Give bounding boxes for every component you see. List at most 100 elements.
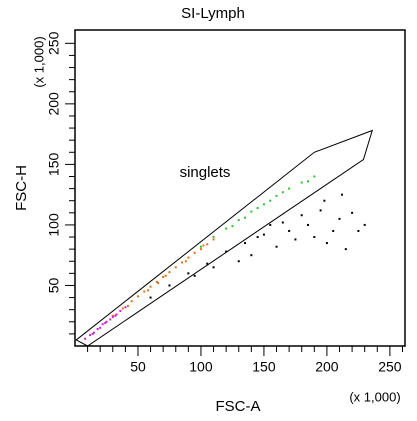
point xyxy=(231,225,234,228)
point xyxy=(199,248,202,251)
point xyxy=(250,254,253,257)
point xyxy=(149,296,152,299)
x-axis-unit: (x 1,000) xyxy=(349,389,400,404)
point-series xyxy=(111,238,215,317)
point xyxy=(225,250,228,253)
point xyxy=(155,280,158,283)
point xyxy=(143,290,146,293)
point xyxy=(281,191,284,194)
point xyxy=(119,309,122,312)
point xyxy=(288,229,291,232)
point xyxy=(212,236,215,239)
point xyxy=(157,282,160,285)
gate xyxy=(75,129,374,347)
point xyxy=(275,194,278,197)
point xyxy=(168,284,171,287)
point xyxy=(250,210,253,213)
point xyxy=(269,199,272,202)
point xyxy=(202,244,205,247)
point xyxy=(124,306,127,309)
point xyxy=(256,206,259,209)
x-tick-label: 150 xyxy=(252,359,276,375)
point xyxy=(114,314,117,317)
chart-title: SI-Lymph xyxy=(181,5,245,22)
point xyxy=(262,203,265,206)
point xyxy=(212,238,215,241)
point xyxy=(351,211,354,214)
point xyxy=(101,323,104,326)
y-tick-label: 150 xyxy=(46,152,62,176)
point xyxy=(92,331,95,334)
x-tick-label: 100 xyxy=(189,359,213,375)
gate-label: singlets xyxy=(180,164,231,181)
point xyxy=(193,274,196,277)
point xyxy=(313,236,316,239)
point xyxy=(323,199,326,202)
point xyxy=(130,300,133,303)
point xyxy=(212,266,215,269)
point xyxy=(162,275,165,278)
x-tick-label: 50 xyxy=(130,359,146,375)
y-tick-label: 200 xyxy=(46,92,62,116)
point xyxy=(91,332,94,335)
point xyxy=(294,238,297,241)
y-axis-unit: (x 1,000) xyxy=(31,36,46,87)
point xyxy=(105,320,108,323)
point xyxy=(199,245,202,248)
point xyxy=(99,326,102,329)
point xyxy=(104,321,107,324)
point xyxy=(206,262,209,265)
y-tick-label: 100 xyxy=(46,213,62,237)
point xyxy=(126,305,129,308)
point xyxy=(168,271,171,274)
x-tick-label: 250 xyxy=(378,359,402,375)
y-tick-label: 250 xyxy=(46,31,62,55)
point xyxy=(307,223,310,226)
point xyxy=(121,307,124,310)
point-series xyxy=(199,175,316,248)
point xyxy=(341,193,344,196)
point-series xyxy=(84,306,127,340)
point xyxy=(181,261,184,264)
y-axis-label: FSC-H xyxy=(13,165,30,211)
point xyxy=(325,242,328,245)
point xyxy=(288,187,291,190)
point xyxy=(187,272,190,275)
point xyxy=(193,251,196,254)
point xyxy=(338,217,341,220)
point xyxy=(111,314,114,317)
point xyxy=(84,337,87,340)
point xyxy=(96,328,99,331)
point xyxy=(111,315,114,318)
point-series xyxy=(149,193,366,299)
point xyxy=(256,236,259,239)
point xyxy=(300,214,303,217)
point xyxy=(237,219,240,222)
point xyxy=(244,242,247,245)
point xyxy=(307,180,310,183)
point xyxy=(89,334,92,337)
point xyxy=(244,216,247,219)
point xyxy=(187,256,190,259)
point xyxy=(174,266,177,269)
point xyxy=(149,285,152,288)
plot-frame xyxy=(74,29,406,347)
x-tick-label: 200 xyxy=(315,359,339,375)
point xyxy=(300,181,303,184)
point xyxy=(225,227,228,230)
point xyxy=(313,175,316,178)
point xyxy=(164,274,167,277)
point xyxy=(109,318,112,321)
x-axis-label: FSC-A xyxy=(216,398,261,415)
point xyxy=(206,243,209,246)
point xyxy=(332,229,335,232)
point xyxy=(136,295,139,298)
point xyxy=(363,223,366,226)
point xyxy=(319,209,322,212)
point xyxy=(269,223,272,226)
y-tick-label: 50 xyxy=(46,277,62,293)
point xyxy=(115,313,118,316)
point xyxy=(344,248,347,251)
